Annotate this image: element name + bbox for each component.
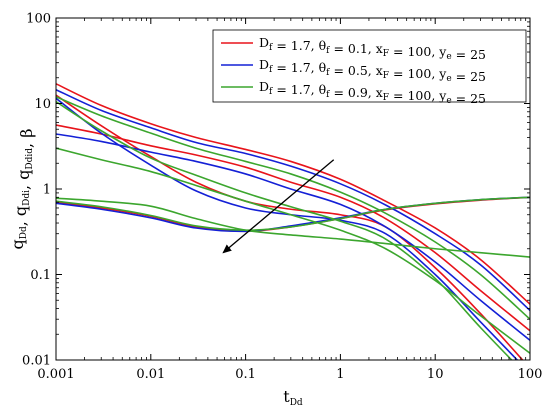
legend-label: Df = 1.7, θf = 0.5, xF = 100, ye = 25 (259, 57, 486, 84)
annotation-layer (222, 159, 335, 254)
series-line-12 (56, 197, 530, 258)
series-line-11 (56, 101, 513, 360)
x-tick-label: 100 (518, 367, 543, 382)
series-line-5 (56, 88, 530, 312)
trend-arrow (222, 159, 335, 254)
x-tick-label: 10 (427, 367, 444, 382)
series-layer (56, 83, 530, 360)
legend-label: Df = 1.7, θf = 0.1, xF = 100, ye = 25 (259, 35, 486, 62)
y-axis-label: qDd, qDdi, qDdid, β (8, 129, 36, 250)
y-tick-label: 10 (34, 97, 51, 112)
x-tick-label: 0.001 (37, 367, 74, 382)
series-line-6 (56, 133, 530, 341)
series-line-2 (56, 124, 530, 332)
series-line-9 (56, 95, 530, 320)
series-line-13 (56, 196, 530, 231)
y-tick-label: 0.1 (30, 268, 51, 283)
x-tick-label: 0.1 (235, 367, 256, 382)
series-line-10 (56, 147, 530, 354)
x-tick-label: 1 (336, 367, 344, 382)
legend: Df = 1.7, θf = 0.1, xF = 100, ye = 25Df … (212, 29, 527, 106)
x-tick-label: 0.01 (136, 367, 165, 382)
legend-label: Df = 1.7, θf = 0.9, xF = 100, ye = 25 (259, 79, 486, 106)
y-tick-label: 0.01 (22, 354, 51, 369)
series-line-1 (56, 83, 530, 305)
y-tick-label: 100 (26, 12, 51, 27)
legend-box (212, 29, 527, 103)
y-tick-label: 1 (43, 183, 51, 198)
series-line-3 (56, 94, 524, 360)
x-axis-label: tDd (283, 387, 303, 408)
